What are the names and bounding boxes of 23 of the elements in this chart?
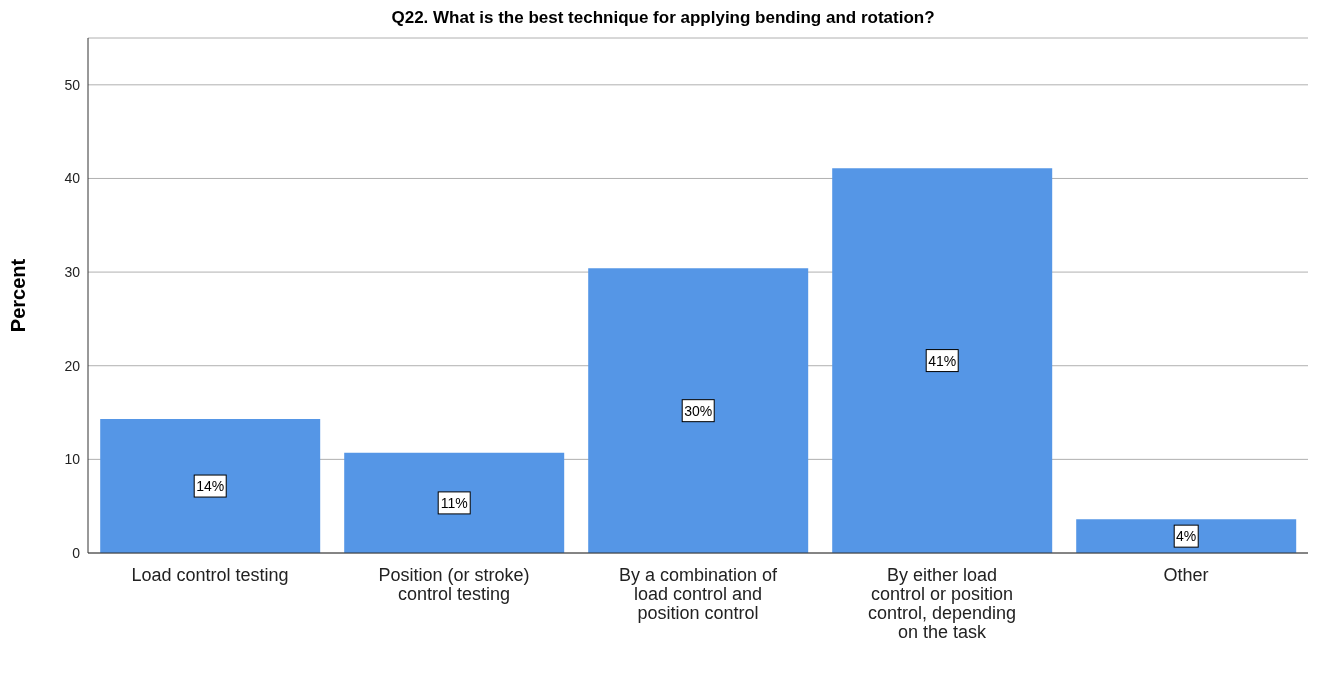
x-tick-label: Other (1163, 565, 1209, 585)
bar (100, 419, 321, 553)
bar (588, 268, 809, 553)
y-tick-label: 20 (64, 357, 81, 374)
data-label: 11% (440, 494, 468, 511)
bar (832, 168, 1053, 553)
data-label: 41% (928, 352, 957, 369)
bar (1076, 519, 1297, 553)
bar (344, 452, 565, 553)
y-tick-label: 30 (64, 264, 81, 281)
x-tick-label: By a combination of load control and position control (618, 565, 779, 623)
data-label: 4% (1176, 528, 1197, 545)
x-tick-label: Position (or stroke) control testing (378, 565, 530, 604)
x-tick-label: By either load control or position control, depending on the task (867, 565, 1017, 642)
y-axis-title: Percent (7, 258, 30, 333)
y-tick-label: 0 (72, 544, 81, 561)
data-label: 30% (684, 402, 713, 419)
x-tick-label: Load control testing (131, 565, 289, 585)
y-tick-label: 50 (64, 76, 81, 93)
chart-title: Q22. What is the best technique for applying bending and rotation? (390, 8, 936, 28)
data-label: 14% (196, 478, 225, 495)
y-tick-label: 10 (64, 451, 81, 468)
y-tick-label: 40 (64, 170, 81, 187)
